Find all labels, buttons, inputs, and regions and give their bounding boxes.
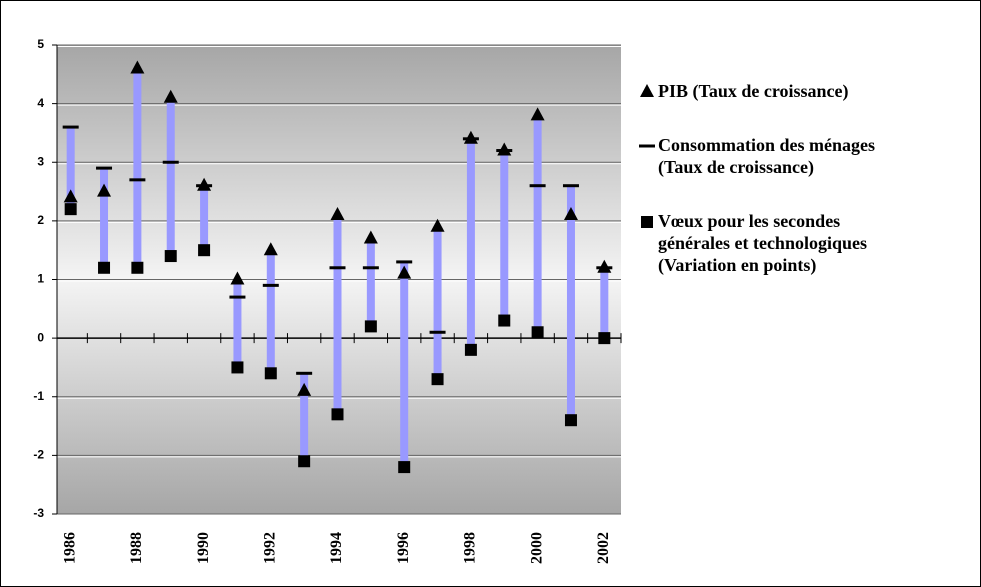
square-marker bbox=[564, 414, 577, 427]
square-marker bbox=[364, 320, 377, 333]
dash-marker bbox=[362, 266, 379, 270]
triangle-marker bbox=[363, 230, 378, 244]
y-tick-label: 1 bbox=[37, 272, 44, 286]
dash-marker bbox=[596, 266, 613, 270]
dash-marker bbox=[262, 283, 279, 287]
dash-marker bbox=[96, 166, 113, 170]
x-tick-label: 1998 bbox=[462, 532, 479, 564]
legend-symbol bbox=[639, 144, 655, 148]
dash-marker bbox=[496, 149, 513, 153]
legend-label: PIB (Taux de croissance) bbox=[658, 81, 849, 101]
legend: PIB (Taux de croissance) Consommation des… bbox=[638, 80, 968, 308]
range-bar bbox=[133, 68, 142, 268]
triangle-marker bbox=[530, 107, 545, 121]
square-marker bbox=[98, 261, 111, 274]
legend-item: Vœux pour les secondes générales et tech… bbox=[638, 210, 968, 276]
y-tick-label: -3 bbox=[33, 506, 44, 520]
triangle-marker bbox=[263, 242, 278, 256]
triangle-marker bbox=[330, 207, 345, 221]
legend-label: Vœux pour les secondes générales et tech… bbox=[658, 211, 867, 275]
range-bar bbox=[533, 115, 542, 333]
triangle-marker bbox=[63, 189, 78, 203]
dash-marker bbox=[462, 137, 479, 141]
range-bar bbox=[266, 250, 275, 374]
x-tick-label: 2000 bbox=[528, 532, 545, 564]
x-tick-label: 2002 bbox=[595, 532, 612, 564]
legend-item: Consommation des ménages (Taux de croiss… bbox=[638, 134, 968, 178]
square-marker bbox=[331, 408, 344, 421]
range-bar bbox=[233, 279, 242, 368]
triangle-marker bbox=[397, 265, 412, 279]
dash-marker bbox=[162, 160, 179, 164]
square-marker bbox=[431, 373, 444, 386]
range-bar bbox=[500, 150, 509, 321]
square-marker bbox=[531, 326, 544, 339]
legend-symbol bbox=[640, 84, 654, 97]
range-bar bbox=[466, 138, 475, 350]
dash-marker bbox=[329, 266, 346, 270]
range-bar bbox=[166, 97, 175, 257]
y-tick-label: 2 bbox=[37, 213, 44, 227]
triangle-marker bbox=[297, 382, 312, 396]
dash-marker bbox=[639, 144, 655, 148]
range-bar bbox=[433, 226, 442, 380]
range-bar bbox=[400, 261, 409, 468]
square-marker bbox=[598, 332, 611, 345]
dash-marker bbox=[429, 330, 446, 334]
range-bar bbox=[600, 267, 609, 339]
y-tick-label: 3 bbox=[37, 154, 44, 168]
x-tick-label: 1994 bbox=[328, 532, 345, 564]
triangle-marker bbox=[130, 60, 145, 74]
y-tick-label: -2 bbox=[33, 448, 44, 462]
x-tick-label: 1986 bbox=[61, 532, 78, 564]
dash-marker bbox=[196, 184, 213, 188]
legend-symbol bbox=[641, 216, 653, 228]
dash-marker bbox=[529, 184, 546, 188]
range-bar bbox=[566, 185, 575, 421]
dash-marker bbox=[562, 184, 579, 188]
square-marker bbox=[464, 343, 477, 356]
square-marker bbox=[498, 314, 511, 327]
x-tick-label: 1996 bbox=[395, 532, 412, 564]
square-marker bbox=[131, 261, 144, 274]
x-tick-label: 1992 bbox=[261, 532, 278, 564]
x-tick-label: 1988 bbox=[128, 532, 145, 564]
triangle-marker bbox=[640, 84, 654, 97]
dash-marker bbox=[129, 178, 146, 182]
dash-marker bbox=[62, 125, 79, 129]
range-bar bbox=[333, 215, 342, 415]
legend-label: Consommation des ménages (Taux de croiss… bbox=[658, 135, 876, 177]
dash-marker bbox=[296, 371, 313, 375]
square-marker bbox=[298, 455, 311, 468]
triangle-marker bbox=[97, 183, 112, 197]
triangle-marker bbox=[230, 271, 245, 285]
triangle-marker bbox=[563, 207, 578, 221]
dash-marker bbox=[229, 295, 246, 299]
square-marker bbox=[264, 367, 277, 380]
y-tick-label: 4 bbox=[37, 96, 44, 110]
range-bar bbox=[100, 168, 109, 268]
square-marker bbox=[641, 216, 653, 228]
legend-item: PIB (Taux de croissance) bbox=[638, 80, 968, 102]
square-marker bbox=[164, 250, 177, 263]
triangle-marker bbox=[430, 218, 445, 232]
y-tick-label: 0 bbox=[37, 330, 44, 344]
square-marker bbox=[398, 461, 411, 474]
y-tick-label: 5 bbox=[37, 37, 44, 51]
dash-marker bbox=[396, 260, 413, 264]
triangle-marker bbox=[163, 89, 178, 103]
range-bar bbox=[300, 373, 309, 462]
square-marker bbox=[198, 244, 211, 257]
range-bar bbox=[200, 185, 209, 251]
range-bar bbox=[66, 127, 75, 210]
y-tick-label: -1 bbox=[33, 389, 44, 403]
x-tick-label: 1990 bbox=[195, 532, 212, 564]
range-bar bbox=[366, 238, 375, 327]
square-marker bbox=[64, 203, 77, 216]
square-marker bbox=[231, 361, 244, 374]
